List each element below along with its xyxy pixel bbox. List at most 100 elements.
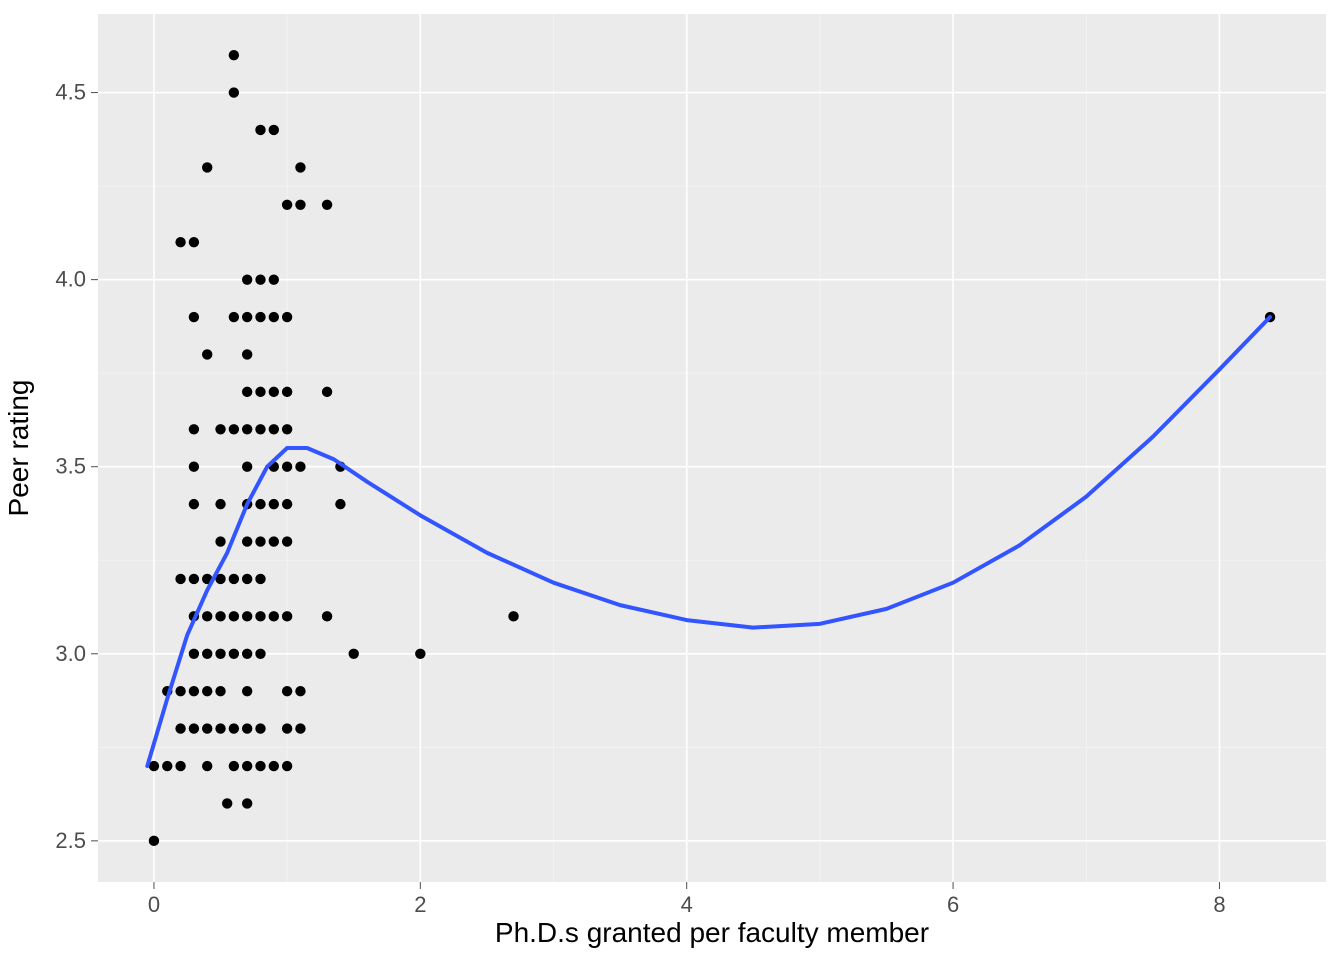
data-point xyxy=(255,387,265,397)
data-point xyxy=(242,462,252,472)
data-point xyxy=(229,87,239,97)
data-point xyxy=(222,798,232,808)
data-point xyxy=(295,462,305,472)
y-tick-label: 2.5 xyxy=(55,828,86,853)
data-point xyxy=(282,387,292,397)
data-point xyxy=(269,499,279,509)
data-point xyxy=(189,462,199,472)
data-point xyxy=(322,387,332,397)
data-point xyxy=(508,611,518,621)
data-point xyxy=(269,611,279,621)
data-point xyxy=(215,424,225,434)
data-point xyxy=(255,125,265,135)
data-point xyxy=(229,611,239,621)
data-point xyxy=(242,611,252,621)
data-point xyxy=(255,274,265,284)
data-point xyxy=(175,237,185,247)
data-point xyxy=(255,611,265,621)
data-point xyxy=(229,424,239,434)
x-axis-title: Ph.D.s granted per faculty member xyxy=(495,917,929,948)
data-point xyxy=(242,536,252,546)
data-point xyxy=(255,649,265,659)
data-point xyxy=(175,761,185,771)
data-point xyxy=(202,611,212,621)
data-point xyxy=(229,574,239,584)
data-point xyxy=(269,387,279,397)
data-point xyxy=(242,387,252,397)
data-point xyxy=(215,649,225,659)
data-point xyxy=(349,649,359,659)
data-point xyxy=(255,536,265,546)
data-point xyxy=(269,274,279,284)
data-point xyxy=(202,162,212,172)
data-point xyxy=(269,125,279,135)
data-point xyxy=(282,462,292,472)
data-point xyxy=(255,723,265,733)
data-point xyxy=(175,686,185,696)
data-point xyxy=(282,200,292,210)
x-tick-label: 8 xyxy=(1213,892,1225,917)
data-point xyxy=(242,424,252,434)
data-point xyxy=(322,200,332,210)
data-point xyxy=(229,723,239,733)
data-point xyxy=(189,649,199,659)
data-point xyxy=(269,536,279,546)
data-point xyxy=(189,686,199,696)
data-point xyxy=(149,836,159,846)
y-axis-title: Peer rating xyxy=(3,380,34,517)
data-point xyxy=(242,274,252,284)
data-point xyxy=(282,499,292,509)
data-point xyxy=(215,499,225,509)
data-point xyxy=(229,649,239,659)
data-point xyxy=(282,536,292,546)
data-point xyxy=(242,574,252,584)
data-point xyxy=(215,723,225,733)
data-point xyxy=(189,574,199,584)
data-point xyxy=(242,798,252,808)
data-point xyxy=(189,723,199,733)
data-point xyxy=(295,200,305,210)
data-point xyxy=(242,761,252,771)
data-point xyxy=(242,349,252,359)
x-tick-label: 4 xyxy=(681,892,693,917)
data-point xyxy=(215,536,225,546)
data-point xyxy=(229,761,239,771)
data-point xyxy=(202,649,212,659)
data-point xyxy=(162,761,172,771)
data-point xyxy=(335,499,345,509)
data-point xyxy=(242,723,252,733)
data-point xyxy=(269,424,279,434)
data-point xyxy=(282,723,292,733)
data-point xyxy=(282,424,292,434)
scatter-chart: 024682.53.03.54.04.5Ph.D.s granted per f… xyxy=(0,0,1344,960)
data-point xyxy=(202,723,212,733)
data-point xyxy=(215,686,225,696)
data-point xyxy=(255,312,265,322)
data-point xyxy=(282,686,292,696)
data-point xyxy=(215,611,225,621)
data-point xyxy=(282,611,292,621)
data-point xyxy=(242,686,252,696)
data-point xyxy=(202,349,212,359)
data-point xyxy=(189,237,199,247)
data-point xyxy=(229,312,239,322)
data-point xyxy=(202,686,212,696)
x-tick-label: 2 xyxy=(414,892,426,917)
y-tick-label: 4.5 xyxy=(55,80,86,105)
data-point xyxy=(295,723,305,733)
data-point xyxy=(189,312,199,322)
data-point xyxy=(242,312,252,322)
data-point xyxy=(322,611,332,621)
data-point xyxy=(282,312,292,322)
data-point xyxy=(189,499,199,509)
data-point xyxy=(175,723,185,733)
x-tick-label: 6 xyxy=(947,892,959,917)
data-point xyxy=(269,761,279,771)
data-point xyxy=(255,499,265,509)
data-point xyxy=(415,649,425,659)
data-point xyxy=(202,761,212,771)
data-point xyxy=(282,761,292,771)
x-tick-label: 0 xyxy=(148,892,160,917)
data-point xyxy=(255,761,265,771)
y-tick-label: 3.0 xyxy=(55,641,86,666)
